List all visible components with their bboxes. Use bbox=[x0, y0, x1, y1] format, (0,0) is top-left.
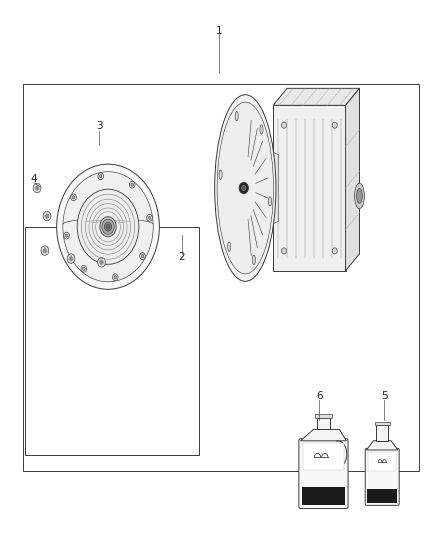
Bar bbox=[317, 418, 330, 430]
Text: 5: 5 bbox=[381, 391, 388, 401]
Polygon shape bbox=[346, 88, 360, 271]
Circle shape bbox=[64, 232, 69, 239]
Ellipse shape bbox=[217, 102, 273, 274]
Ellipse shape bbox=[215, 95, 276, 281]
Text: 3: 3 bbox=[96, 121, 102, 131]
Circle shape bbox=[148, 216, 151, 220]
Ellipse shape bbox=[235, 111, 238, 121]
Bar bbox=[368, 453, 396, 472]
Text: 4: 4 bbox=[31, 174, 37, 184]
Circle shape bbox=[332, 248, 337, 254]
Circle shape bbox=[98, 173, 103, 180]
Polygon shape bbox=[270, 151, 279, 225]
Bar bbox=[25, 227, 199, 455]
Bar bbox=[273, 106, 346, 271]
Circle shape bbox=[106, 224, 110, 229]
Circle shape bbox=[41, 246, 49, 255]
Ellipse shape bbox=[252, 255, 255, 264]
Polygon shape bbox=[300, 430, 346, 441]
Circle shape bbox=[147, 214, 152, 221]
Ellipse shape bbox=[219, 170, 222, 180]
Circle shape bbox=[63, 172, 153, 282]
Circle shape bbox=[57, 164, 159, 289]
Circle shape bbox=[99, 175, 102, 178]
Circle shape bbox=[81, 265, 87, 272]
Circle shape bbox=[67, 254, 75, 263]
Bar bbox=[376, 425, 389, 441]
Circle shape bbox=[43, 248, 47, 253]
Bar bbox=[302, 487, 345, 505]
Circle shape bbox=[98, 257, 106, 267]
Circle shape bbox=[33, 183, 41, 193]
Circle shape bbox=[102, 219, 114, 234]
Text: 2: 2 bbox=[179, 253, 185, 262]
Bar bbox=[367, 489, 397, 503]
Ellipse shape bbox=[260, 125, 263, 134]
Circle shape bbox=[140, 253, 145, 260]
Circle shape bbox=[35, 186, 39, 190]
Text: 1: 1 bbox=[215, 26, 223, 36]
Circle shape bbox=[131, 183, 134, 186]
Bar bbox=[23, 84, 419, 471]
Bar bbox=[374, 422, 390, 425]
Circle shape bbox=[69, 256, 73, 261]
FancyBboxPatch shape bbox=[365, 448, 399, 505]
Circle shape bbox=[72, 196, 75, 199]
Circle shape bbox=[104, 222, 112, 231]
Circle shape bbox=[43, 212, 51, 221]
Circle shape bbox=[46, 214, 49, 218]
Circle shape bbox=[282, 122, 286, 128]
Circle shape bbox=[100, 260, 103, 264]
Circle shape bbox=[83, 267, 85, 270]
Ellipse shape bbox=[357, 189, 362, 203]
Circle shape bbox=[282, 248, 286, 254]
Circle shape bbox=[129, 181, 135, 188]
Circle shape bbox=[239, 182, 248, 193]
Circle shape bbox=[77, 189, 139, 264]
Ellipse shape bbox=[355, 183, 364, 208]
Circle shape bbox=[100, 217, 116, 237]
FancyBboxPatch shape bbox=[299, 439, 348, 508]
Circle shape bbox=[113, 274, 118, 281]
Text: 6: 6 bbox=[316, 391, 322, 401]
Polygon shape bbox=[273, 88, 360, 106]
Circle shape bbox=[65, 234, 68, 237]
Polygon shape bbox=[367, 441, 398, 450]
Bar bbox=[314, 414, 332, 418]
Bar bbox=[304, 443, 343, 470]
Circle shape bbox=[242, 185, 246, 191]
Ellipse shape bbox=[228, 242, 231, 252]
Circle shape bbox=[71, 194, 76, 201]
Ellipse shape bbox=[268, 197, 272, 206]
Circle shape bbox=[141, 255, 144, 258]
Circle shape bbox=[332, 122, 337, 128]
Circle shape bbox=[114, 276, 117, 279]
